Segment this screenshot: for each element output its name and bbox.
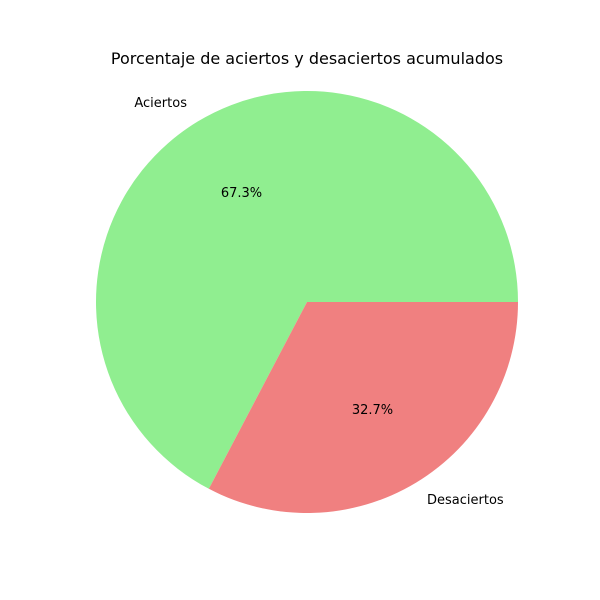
- chart-title: Porcentaje de aciertos y desaciertos acu…: [111, 49, 503, 68]
- pie-slice-aciertos: [96, 91, 518, 489]
- pie-slice-desaciertos: [208, 302, 518, 514]
- slice-label-desaciertos: Desaciertos: [427, 493, 504, 508]
- slice-pct-desaciertos: 32.7%: [352, 403, 393, 418]
- pie-labels: Aciertos 67.3% Desaciertos 32.7%: [134, 96, 504, 508]
- pie-slices: [96, 91, 518, 514]
- slice-label-aciertos: Aciertos: [134, 96, 187, 111]
- slice-pct-aciertos: 67.3%: [221, 186, 262, 201]
